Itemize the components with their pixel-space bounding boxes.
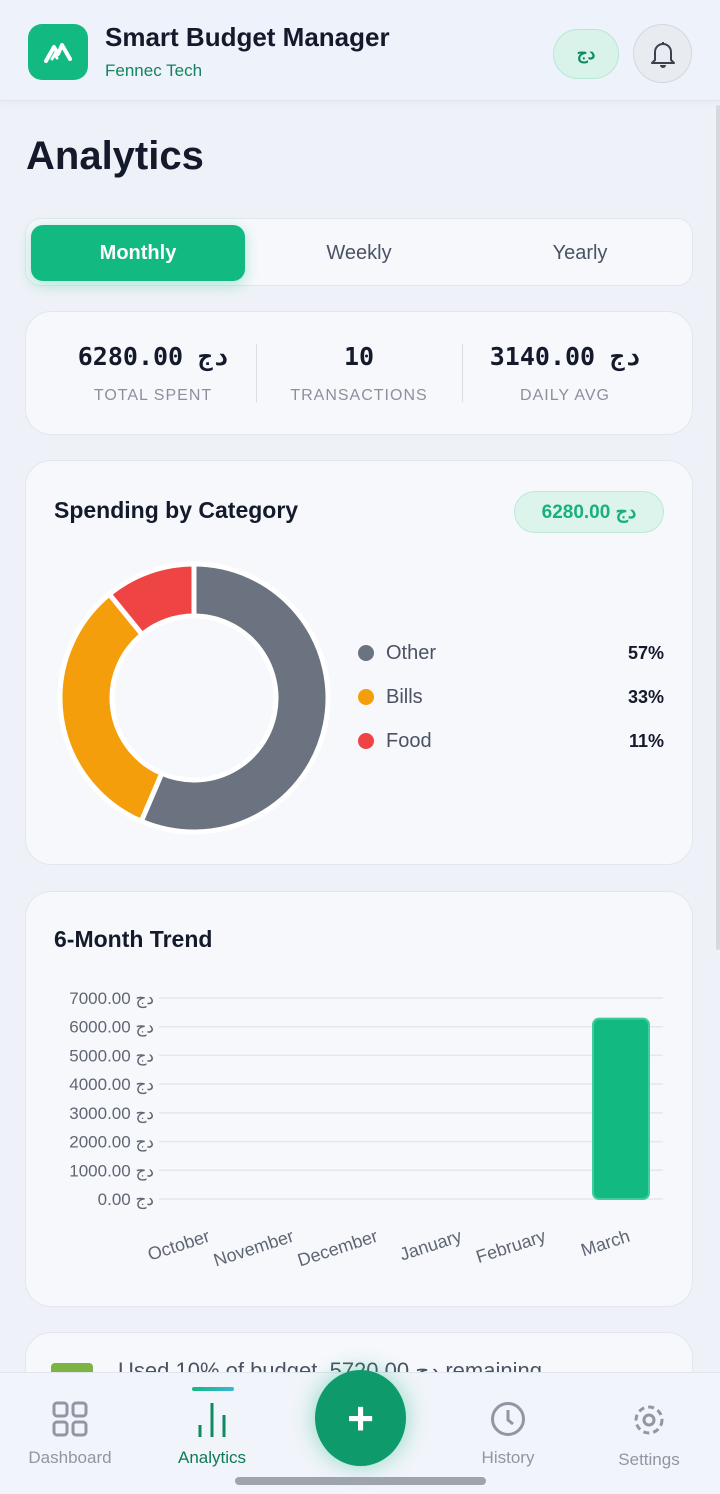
category-card: Spending by Category 6280.00 دج Other 57%… [25, 460, 693, 865]
gear-icon [634, 1405, 664, 1435]
mountain-chart-icon [44, 43, 72, 63]
donut-chart [57, 561, 331, 835]
y-tick-label: 6000.00 دج [69, 1018, 154, 1038]
legend-percent: 57% [627, 642, 664, 663]
tab-monthly[interactable]: Monthly [31, 225, 245, 281]
y-tick-label: 1000.00 دج [69, 1161, 154, 1181]
tab-weekly[interactable]: Weekly [326, 241, 392, 264]
y-tick-label: 3000.00 دج [69, 1104, 154, 1124]
stat-label: TRANSACTIONS [290, 387, 428, 404]
legend-item: Bills 33% [358, 682, 664, 712]
x-tick-label: March [578, 1226, 632, 1260]
total-badge: 6280.00 دج [514, 491, 664, 533]
bar-march[interactable] [592, 1017, 650, 1200]
nav-label: History [481, 1448, 535, 1467]
page-title: Analytics [26, 134, 204, 178]
legend-dot [358, 733, 374, 749]
trend-bar-chart: 0.00 دج 1000.00 دج 2000.00 دج 3000.00 دج 400… [69, 989, 663, 1271]
stat-transactions: 10 TRANSACTIONS [256, 312, 462, 405]
bar-chart-icon [198, 1403, 226, 1437]
y-tick-label: 4000.00 دج [69, 1075, 154, 1095]
notifications-button[interactable] [633, 24, 692, 83]
stat-label: DAILY AVG [520, 387, 610, 404]
bell-icon [650, 41, 675, 68]
legend-percent: 11% [628, 730, 664, 751]
scrollbar[interactable] [716, 105, 720, 950]
app-logo [28, 24, 88, 80]
stat-value: 10 [343, 342, 375, 371]
home-indicator [235, 1477, 486, 1485]
legend-label: Food [386, 729, 432, 752]
tab-yearly[interactable]: Yearly [552, 241, 608, 264]
currency-button[interactable]: دج [553, 29, 619, 79]
stat-value: 3140.00 دج [489, 342, 641, 371]
divider [462, 344, 463, 402]
donut-slice-food[interactable] [105, 561, 197, 638]
app-subtitle: Fennec Tech [105, 61, 203, 80]
stats-card: 6280.00 دج TOTAL SPENT 10 TRANSACTIONS 3… [25, 311, 693, 435]
grid-icon [52, 1401, 88, 1437]
nav-dashboard[interactable]: Dashboard [0, 1373, 140, 1473]
stat-total-spent: 6280.00 دج TOTAL SPENT [50, 312, 256, 405]
stat-daily-avg: 3140.00 دج DAILY AVG [462, 312, 668, 405]
y-tick-label: 2000.00 دج [69, 1133, 154, 1153]
legend-percent: 33% [627, 686, 664, 707]
nav-label: Dashboard [28, 1448, 112, 1467]
nav-analytics[interactable]: Analytics [142, 1373, 282, 1473]
nav-settings[interactable]: Settings [579, 1373, 719, 1473]
x-tick-label: January [397, 1226, 464, 1265]
legend-dot [358, 645, 374, 661]
app-header: Smart Budget Manager Fennec Tech دج [0, 0, 720, 101]
app-title: Smart Budget Manager [105, 22, 390, 52]
x-tick-label: February [474, 1226, 549, 1267]
legend-dot [358, 689, 374, 705]
active-indicator [192, 1387, 234, 1391]
x-tick-label: December [295, 1226, 380, 1271]
y-tick-label: 7000.00 دج [69, 989, 154, 1009]
add-transaction-button[interactable]: + [315, 1370, 406, 1466]
y-tick-label: 5000.00 دج [69, 1046, 154, 1066]
stat-label: TOTAL SPENT [93, 387, 213, 404]
legend-item: Food 11% [358, 726, 664, 756]
legend-item: Other 57% [358, 638, 664, 668]
donut-slice-bills[interactable] [57, 590, 166, 825]
nav-label: Settings [618, 1450, 680, 1469]
plus-icon: + [347, 1392, 374, 1444]
divider [256, 344, 257, 402]
nav-label: Analytics [177, 1448, 247, 1467]
x-tick-label: October [145, 1226, 212, 1265]
nav-history[interactable]: History [438, 1373, 578, 1473]
legend-label: Other [386, 641, 437, 664]
trend-card: 6-Month Trend 0.00 دج 1000.00 دج 2000.00 د… [25, 891, 693, 1307]
card-title: 6-Month Trend [54, 926, 213, 952]
card-title: Spending by Category [54, 497, 299, 523]
stat-value: 6280.00 دج [77, 342, 229, 371]
y-tick-label: 0.00 دج [98, 1190, 154, 1210]
x-tick-label: November [211, 1226, 296, 1271]
period-tabs: Monthly Weekly Yearly [25, 218, 693, 286]
clock-icon [491, 1402, 525, 1436]
donut-slice-other[interactable] [137, 561, 331, 835]
legend-label: Bills [386, 685, 423, 708]
